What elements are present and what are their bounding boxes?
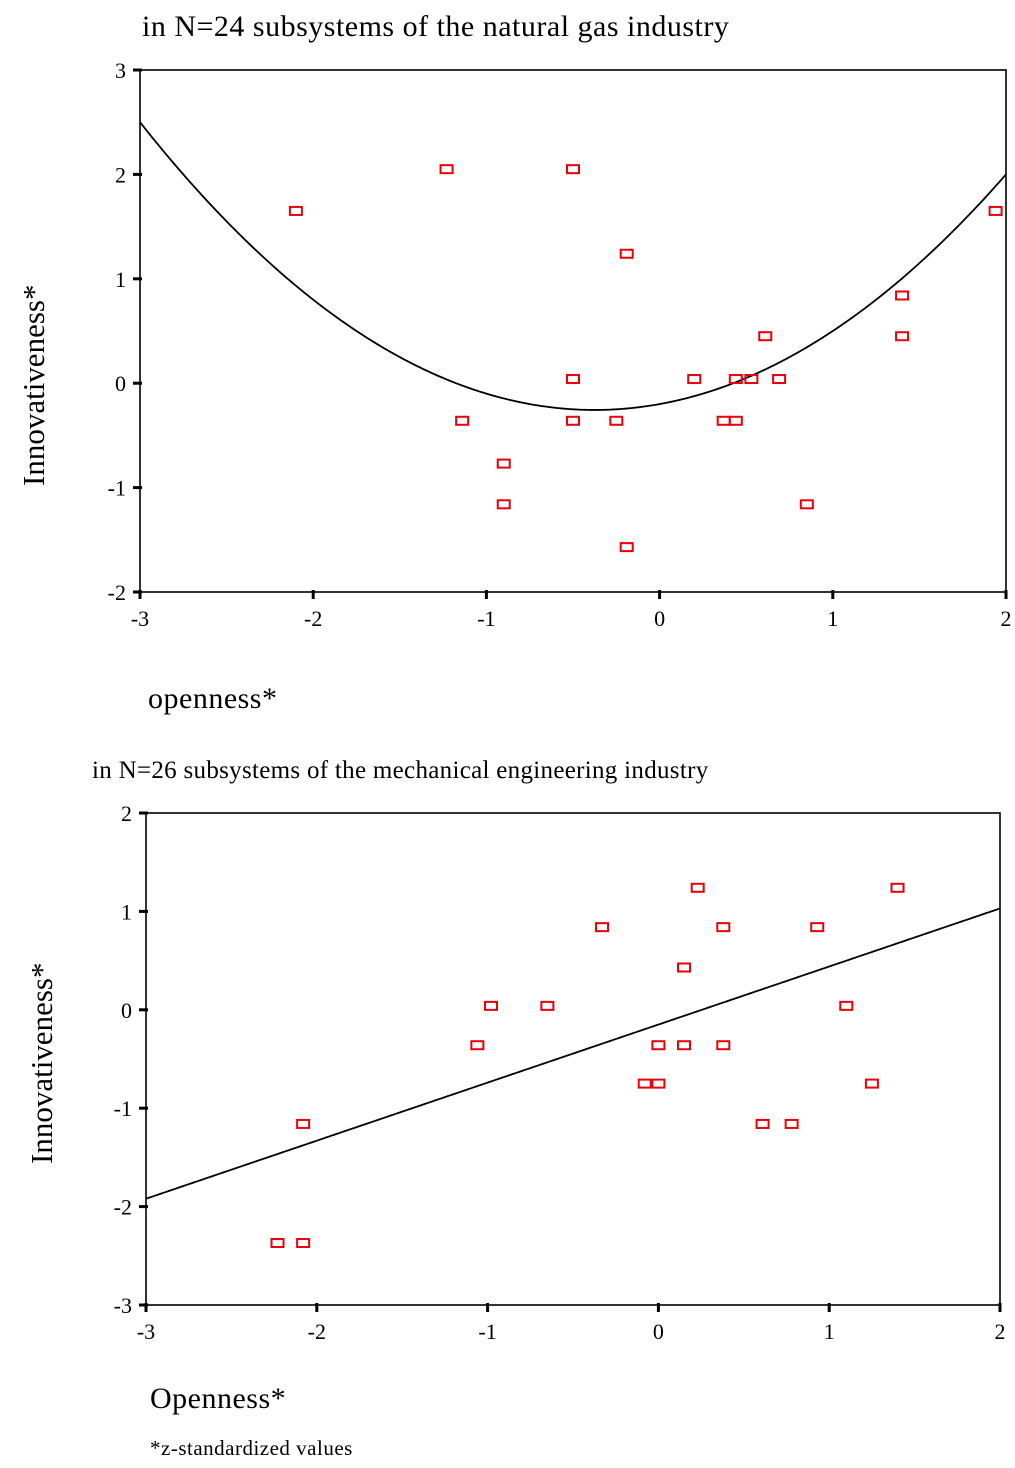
- chart2-x-tick-label: -2: [308, 1319, 326, 1344]
- chart2-data-point: [716, 1040, 731, 1051]
- chart2-data-point: [677, 1040, 692, 1051]
- chart2-y-tick-label: 2: [121, 801, 132, 826]
- chart2-plot-area: -3 -2 -1 0 1 2 -3 -2 -1 0 1 2: [114, 801, 1006, 1344]
- chart1-y-tick-label: -2: [108, 580, 126, 605]
- chart2-data-point: [784, 1118, 799, 1129]
- chart1-data-point: [744, 374, 759, 385]
- chart2-y-tick-label: -3: [114, 1293, 132, 1318]
- chart1-data-point: [566, 164, 580, 175]
- chart1-y-tick-label: 2: [115, 162, 126, 187]
- chart1-x-axis-label: openness*: [148, 682, 277, 715]
- chart1-x-tick-label: 1: [827, 606, 838, 631]
- chart1-y-axis-label: Innovativeness*: [16, 285, 51, 486]
- chart1-data-point: [758, 331, 773, 342]
- chart2-data-point: [595, 922, 610, 933]
- chart2-x-tick-label: 2: [995, 1319, 1006, 1344]
- chart1-data-point: [439, 164, 454, 175]
- chart2-data-point: [540, 1000, 555, 1011]
- chart2-data-point: [810, 922, 825, 933]
- chart2-data-point: [839, 1000, 854, 1011]
- chart1-data-point: [687, 374, 702, 385]
- chart2-data-point: [755, 1118, 770, 1129]
- chart1-data-point: [619, 248, 634, 259]
- chart1-data-point: [716, 415, 731, 426]
- chart1-y-tick-label: 1: [115, 267, 126, 292]
- chart2-x-tick-label: 1: [824, 1319, 835, 1344]
- chart2-plot-frame: [145, 812, 1001, 1306]
- chart2-data-point: [637, 1078, 652, 1089]
- chart2-data-point: [677, 962, 692, 973]
- chart2-x-tick-label: -1: [478, 1319, 496, 1344]
- chart1-data-point: [895, 331, 910, 342]
- chart2-data-point: [296, 1238, 311, 1249]
- chart2-data-point: [890, 882, 905, 893]
- chart2-y-tick-label: -2: [114, 1195, 132, 1220]
- chart1-y-tick-label: 0: [115, 371, 126, 396]
- chart2-y-axis-label: Innovativeness*: [24, 963, 59, 1164]
- chart1-title: in N=24 subsystems of the natural gas in…: [142, 10, 729, 43]
- chart1-data-point: [988, 205, 1003, 216]
- chart1-data-point: [566, 374, 580, 385]
- chart2-x-tick-label: 0: [653, 1319, 664, 1344]
- chart2-x-axis-label: Openness*: [150, 1382, 286, 1415]
- chart1-y-tick-label: -1: [108, 476, 126, 501]
- chart1-fit-line: [140, 121, 1006, 411]
- chart2-y-tick-label: -1: [114, 1096, 132, 1121]
- chart2-data-point: [484, 1000, 499, 1011]
- chart1-data-point: [728, 374, 743, 385]
- chart1-x-tick-label: -1: [477, 606, 495, 631]
- chart1-data-point: [496, 499, 511, 510]
- chart2-data-point: [270, 1238, 285, 1249]
- chart2-data-point: [296, 1118, 311, 1129]
- chart2-x-tick-label: -3: [137, 1319, 155, 1344]
- chart1-x-tick-label: 0: [654, 606, 665, 631]
- chart2-fit-line: [146, 907, 1000, 1200]
- chart1-data-point: [609, 415, 624, 426]
- chart2-title: in N=26 subsystems of the mechanical eng…: [92, 757, 709, 784]
- chart2-data-point: [651, 1078, 666, 1089]
- chart2-y-tick-label: 0: [121, 998, 132, 1023]
- chart1-data-point: [772, 374, 787, 385]
- chart1-x-tick-label: -3: [131, 606, 149, 631]
- chart1-data-point: [728, 415, 743, 426]
- chart1-data-point: [288, 205, 303, 216]
- chart1-x-tick-label: -2: [304, 606, 322, 631]
- chart1-data-point: [895, 290, 910, 301]
- chart2-data-point: [470, 1040, 485, 1051]
- chart1-y-tick-label: 3: [115, 58, 126, 83]
- chart2-y-tick-label: 1: [121, 899, 132, 924]
- chart1-x-tick-label: 2: [1001, 606, 1012, 631]
- chart2-data-point: [864, 1078, 879, 1089]
- chart1-data-point: [496, 458, 511, 469]
- chart2-data-point: [716, 922, 731, 933]
- chart2-data-point: [651, 1040, 666, 1051]
- chart1-data-point: [799, 499, 814, 510]
- chart1-data-point: [566, 415, 580, 426]
- chart1-data-point: [619, 542, 634, 553]
- chart2-data-point: [690, 882, 705, 893]
- chart1-plot-frame: [139, 69, 1007, 593]
- footnote: *z-standardized values: [150, 1436, 353, 1460]
- chart1-data-point: [455, 415, 470, 426]
